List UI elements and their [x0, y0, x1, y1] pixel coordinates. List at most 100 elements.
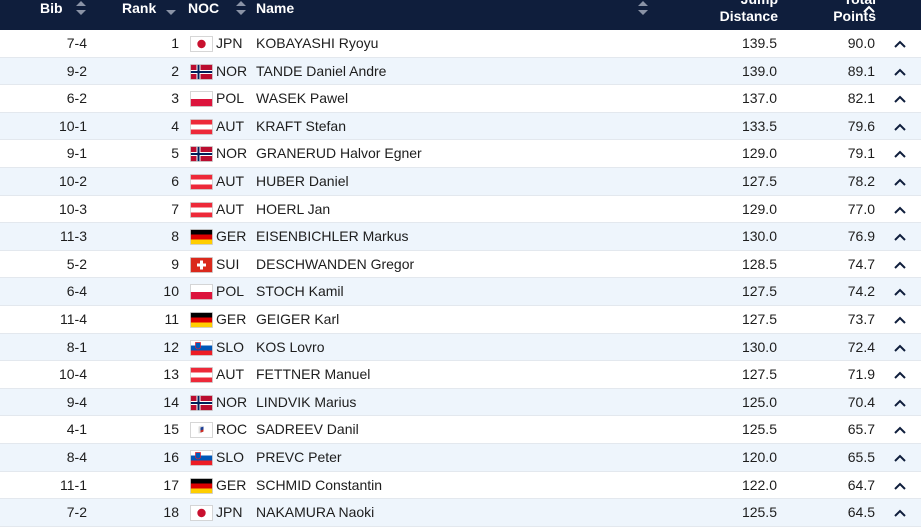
expand-icon[interactable] [893, 315, 907, 325]
expand-icon[interactable] [893, 205, 907, 215]
table-row[interactable]: 6-4 10 POL STOCH Kamil 127.5 74.2 [0, 278, 921, 306]
noc: NOR [216, 145, 248, 162]
expand-icon[interactable] [893, 481, 907, 491]
jump-distance: 125.5 [741, 504, 777, 521]
rank: 1 [171, 35, 179, 51]
total-points: 65.5 [847, 449, 875, 465]
rank: 3 [171, 90, 179, 107]
expand-icon[interactable] [893, 39, 907, 49]
total-points: 79.1 [847, 145, 875, 162]
sort-icon[interactable] [236, 1, 246, 15]
table-row[interactable]: 11-3 8 GER EISENBICHLER Markus 130.0 76.9 [0, 223, 921, 251]
noc: SUI [216, 255, 240, 272]
header-bib[interactable]: Bib [40, 0, 63, 16]
table-row[interactable]: 5-2 9 SUI DESCHWANDEN Gregor 128.5 74.7 [0, 251, 921, 279]
table-row[interactable]: 10-4 13 AUT FETTNER Manuel 127.5 71.9 [0, 361, 921, 389]
noc: SLO [216, 338, 245, 355]
expand-icon[interactable] [893, 287, 907, 297]
expand-icon[interactable] [893, 260, 907, 270]
jump-distance: 120.0 [741, 449, 777, 465]
table-row[interactable]: 11-4 11 GER GEIGER Karl 127.5 73.7 [0, 306, 921, 334]
jump-distance: 133.5 [741, 117, 777, 134]
rank: 14 [163, 393, 179, 410]
table-row[interactable]: 9-2 2 NOR TANDE Daniel Andre 139.0 89.1 [0, 57, 921, 86]
bib: 5-2 [66, 255, 87, 272]
flag [190, 422, 213, 439]
table-row[interactable]: 8-1 12 SLO KOS Lovro 130.0 72.4 [0, 333, 921, 362]
jump-distance: 137.0 [741, 90, 777, 107]
expand-icon[interactable] [893, 398, 907, 408]
athlete-name: FETTNER Manuel [256, 366, 371, 383]
total-points: 78.2 [847, 173, 875, 189]
athlete-name: GEIGER Karl [256, 311, 340, 327]
expand-icon[interactable] [893, 370, 907, 380]
flag [190, 450, 213, 466]
table-row[interactable]: 11-1 17 GER SCHMID Constantin 122.0 64.7 [0, 472, 921, 500]
rank: 8 [171, 228, 179, 245]
flag [190, 284, 213, 301]
expand-icon[interactable] [893, 232, 907, 242]
bib: 6-2 [66, 90, 87, 107]
header-rank[interactable]: Rank [122, 0, 157, 16]
table-row[interactable]: 9-4 14 NOR LINDVIK Marius 125.0 70.4 [0, 388, 921, 417]
athlete-name: NAKAMURA Naoki [256, 504, 375, 521]
table-row[interactable]: 10-3 7 AUT HOERL Jan 129.0 77.0 [0, 196, 921, 224]
table-row[interactable]: 8-4 16 SLO PREVC Peter 120.0 65.5 [0, 444, 921, 472]
expand-icon[interactable] [893, 122, 907, 132]
bib: 4-1 [66, 421, 87, 438]
noc: SLO [216, 449, 245, 465]
table-row[interactable]: 10-1 4 AUT KRAFT Stefan 133.5 79.6 [0, 112, 921, 141]
expand-icon[interactable] [893, 67, 907, 77]
flag [190, 477, 213, 494]
athlete-name: SADREEV Danil [256, 421, 359, 438]
jump-distance: 139.0 [741, 62, 777, 79]
total-points: 72.4 [847, 338, 875, 355]
total-points: 74.7 [847, 255, 875, 272]
jump-distance: 125.0 [741, 393, 777, 410]
header-name[interactable]: Name [256, 0, 295, 16]
jump-distance: 127.5 [741, 366, 777, 383]
sort-icon[interactable] [638, 1, 648, 15]
athlete-name: LINDVIK Marius [256, 393, 357, 410]
sort-icon[interactable] [166, 1, 176, 15]
expand-icon[interactable] [893, 343, 907, 353]
expand-icon[interactable] [893, 425, 907, 435]
rank: 13 [163, 366, 179, 383]
table-row[interactable]: 10-2 6 AUT HUBER Daniel 127.5 78.2 [0, 168, 921, 196]
expand-icon[interactable] [893, 508, 907, 518]
bib: 10-4 [58, 366, 87, 383]
table-header: Bib Rank NOC Name Jump Distance Total Po… [0, 0, 921, 30]
total-points: 64.7 [847, 476, 875, 493]
expand-icon[interactable] [893, 94, 907, 104]
table-row[interactable]: 6-2 3 POL WASEK Pawel 137.0 82.1 [0, 85, 921, 113]
header-distance[interactable]: Jump Distance [719, 0, 778, 24]
sort-icon[interactable] [76, 1, 86, 15]
athlete-name: EISENBICHLER Markus [256, 228, 409, 245]
table-row[interactable]: 4-1 15 ROC SADREEV Danil 125.5 65.7 [0, 416, 921, 444]
jump-distance: 130.0 [741, 228, 777, 245]
expand-icon[interactable] [893, 149, 907, 159]
flag [190, 394, 213, 411]
rank: 4 [171, 117, 179, 134]
rank: 16 [163, 449, 179, 465]
noc: GER [216, 476, 247, 493]
table-row[interactable]: 7-4 1 JPN KOBAYASHI Ryoyu 139.5 90.0 [0, 30, 921, 58]
athlete-name: TANDE Daniel Andre [256, 62, 387, 79]
flag [190, 63, 213, 80]
table-row[interactable]: 7-2 18 JPN NAKAMURA Naoki 125.5 64.5 [0, 499, 921, 527]
header-noc[interactable]: NOC [188, 0, 220, 16]
bib: 9-4 [66, 393, 87, 410]
athlete-name: WASEK Pawel [256, 90, 349, 107]
collapse-icon[interactable] [863, 4, 875, 14]
bib: 11-1 [60, 476, 87, 493]
total-points: 89.1 [847, 62, 875, 79]
total-points: 70.4 [847, 393, 875, 410]
table-row[interactable]: 9-1 5 NOR GRANERUD Halvor Egner 129.0 79.1 [0, 140, 921, 168]
bib: 7-2 [66, 504, 87, 521]
expand-icon[interactable] [893, 177, 907, 187]
rank: 11 [164, 311, 179, 327]
bib: 10-1 [58, 117, 87, 134]
total-points: 65.7 [847, 421, 875, 438]
expand-icon[interactable] [893, 453, 907, 463]
athlete-name: GRANERUD Halvor Egner [256, 145, 422, 162]
